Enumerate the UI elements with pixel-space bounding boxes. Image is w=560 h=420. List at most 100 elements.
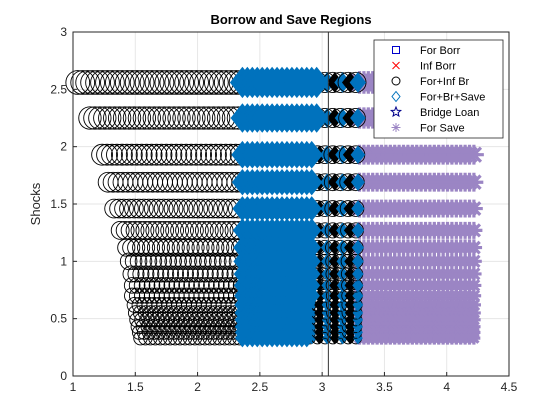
data-point-for-inf-br — [204, 252, 222, 271]
data-point-for-inf-br — [141, 238, 161, 257]
data-point-for-save — [466, 297, 481, 312]
data-point-for-inf-br — [75, 70, 101, 95]
data-point-for-inf-br — [145, 143, 168, 166]
data-point-for-inf-br — [70, 70, 96, 95]
y-tick-label: 1.5 — [50, 197, 67, 211]
data-point-for-inf-br — [159, 70, 185, 95]
legend-label: For Save — [420, 123, 465, 135]
data-point-for-inf-br — [127, 265, 145, 283]
data-point-for-inf-br — [165, 143, 188, 166]
data-point-for-inf-br — [119, 252, 138, 271]
data-point-for-inf-br — [132, 106, 157, 130]
data-point-for-inf-br — [143, 277, 161, 294]
data-point-for-inf-br — [211, 265, 229, 283]
data-point-for-inf-br — [129, 70, 155, 95]
data-point-for-inf-br — [201, 238, 220, 257]
legend-marker-square — [392, 46, 400, 54]
data-point-for-inf-br — [167, 330, 183, 346]
legend-label: For+Br+Save — [420, 92, 485, 104]
data-point-for-br-save — [336, 288, 348, 303]
data-point-for-inf-br — [132, 238, 151, 257]
data-point-for-save — [467, 331, 481, 345]
data-point-for-br-save — [351, 200, 365, 217]
data-point-for-save — [467, 306, 481, 320]
data-point-for-br-save — [299, 328, 315, 348]
data-point-for-br-save — [344, 266, 356, 282]
data-point-for-inf-br — [200, 143, 222, 166]
data-point-for-inf-br — [183, 198, 204, 219]
data-point-for-inf-br — [199, 252, 217, 271]
data-point-for-inf-br — [193, 277, 210, 294]
data-point-for-inf-br — [91, 143, 113, 166]
legend-label: For Borr — [420, 45, 461, 57]
data-point-for-inf-br — [143, 198, 164, 219]
legend-box — [373, 39, 504, 139]
data-point-for-inf-br — [143, 330, 158, 346]
data-point-for-inf-br — [188, 277, 205, 294]
data-point-for-save — [466, 288, 482, 303]
data-point-for-inf-br — [162, 330, 178, 346]
data-point-for-inf-br — [146, 238, 165, 257]
data-point-for-inf-br — [194, 252, 212, 271]
data-point-for-inf-br — [133, 330, 148, 346]
data-point-for-inf-br — [139, 70, 165, 95]
data-point-for-inf-br — [178, 198, 199, 219]
legend-marker-circle — [391, 76, 401, 86]
data-point-for-br-save — [344, 278, 356, 293]
y-axis-label: Shocks — [28, 182, 43, 225]
data-point-for-inf-br — [149, 70, 175, 95]
data-point-for-inf-br — [80, 70, 105, 95]
data-point-for-inf-br — [217, 330, 232, 346]
data-point-for-inf-br — [184, 252, 202, 271]
data-point-for-inf-br — [206, 106, 231, 130]
data-point-for-inf-br — [149, 252, 168, 271]
data-point-for-br-save — [300, 140, 323, 169]
data-point-for-inf-br — [194, 70, 219, 95]
data-point-for-inf-br — [157, 106, 181, 130]
data-point-for-br-save — [350, 145, 366, 164]
data-point-for-inf-br — [203, 277, 220, 294]
data-point-for-inf-br — [168, 277, 186, 294]
data-point-for-inf-br — [104, 198, 124, 219]
x-tick-label: 2 — [194, 380, 201, 394]
data-point-for-inf-br — [153, 277, 171, 294]
data-point-for-inf-br — [181, 265, 199, 283]
data-point-for-inf-br — [203, 198, 223, 219]
data-point-for-br-save — [329, 278, 341, 293]
data-markers — [65, 66, 484, 348]
data-point-for-inf-br — [199, 70, 224, 95]
data-point-for-save — [464, 172, 484, 192]
data-point-for-inf-br — [161, 238, 180, 257]
legend-marker-diamond — [391, 90, 401, 103]
data-point-for-inf-br — [183, 277, 200, 294]
data-point-for-inf-br — [127, 238, 146, 257]
data-point-for-inf-br — [154, 252, 173, 271]
data-point-for-inf-br — [148, 330, 163, 346]
legend-marker-star — [389, 105, 403, 118]
data-point-for-br-save — [352, 278, 364, 293]
data-point-for-inf-br — [175, 143, 198, 166]
data-point-for-inf-br — [127, 106, 152, 130]
data-point-for-inf-br — [132, 265, 150, 283]
data-point-for-inf-br — [129, 252, 148, 271]
data-point-for-inf-br — [112, 106, 137, 130]
data-point-for-inf-br — [182, 330, 198, 346]
data-point-for-inf-br — [189, 70, 214, 95]
data-point-for-inf-br — [196, 238, 215, 257]
data-point-for-inf-br — [187, 106, 211, 130]
data-point-for-inf-br — [213, 252, 232, 271]
data-point-for-inf-br — [172, 106, 196, 130]
data-point-for-inf-br — [166, 238, 185, 257]
data-point-for-br-save — [304, 66, 330, 99]
data-point-for-inf-br — [179, 252, 197, 271]
data-point-for-inf-br — [100, 70, 125, 95]
data-point-for-inf-br — [98, 106, 122, 130]
data-point-for-inf-br — [206, 238, 225, 257]
data-point-for-inf-br — [196, 265, 214, 283]
data-point-for-inf-br — [169, 252, 187, 271]
data-point-for-inf-br — [216, 265, 234, 283]
data-point-for-inf-br — [109, 198, 129, 219]
data-point-for-inf-br — [137, 265, 155, 283]
data-point-for-inf-br — [120, 143, 143, 166]
data-point-for-inf-br — [162, 265, 180, 283]
